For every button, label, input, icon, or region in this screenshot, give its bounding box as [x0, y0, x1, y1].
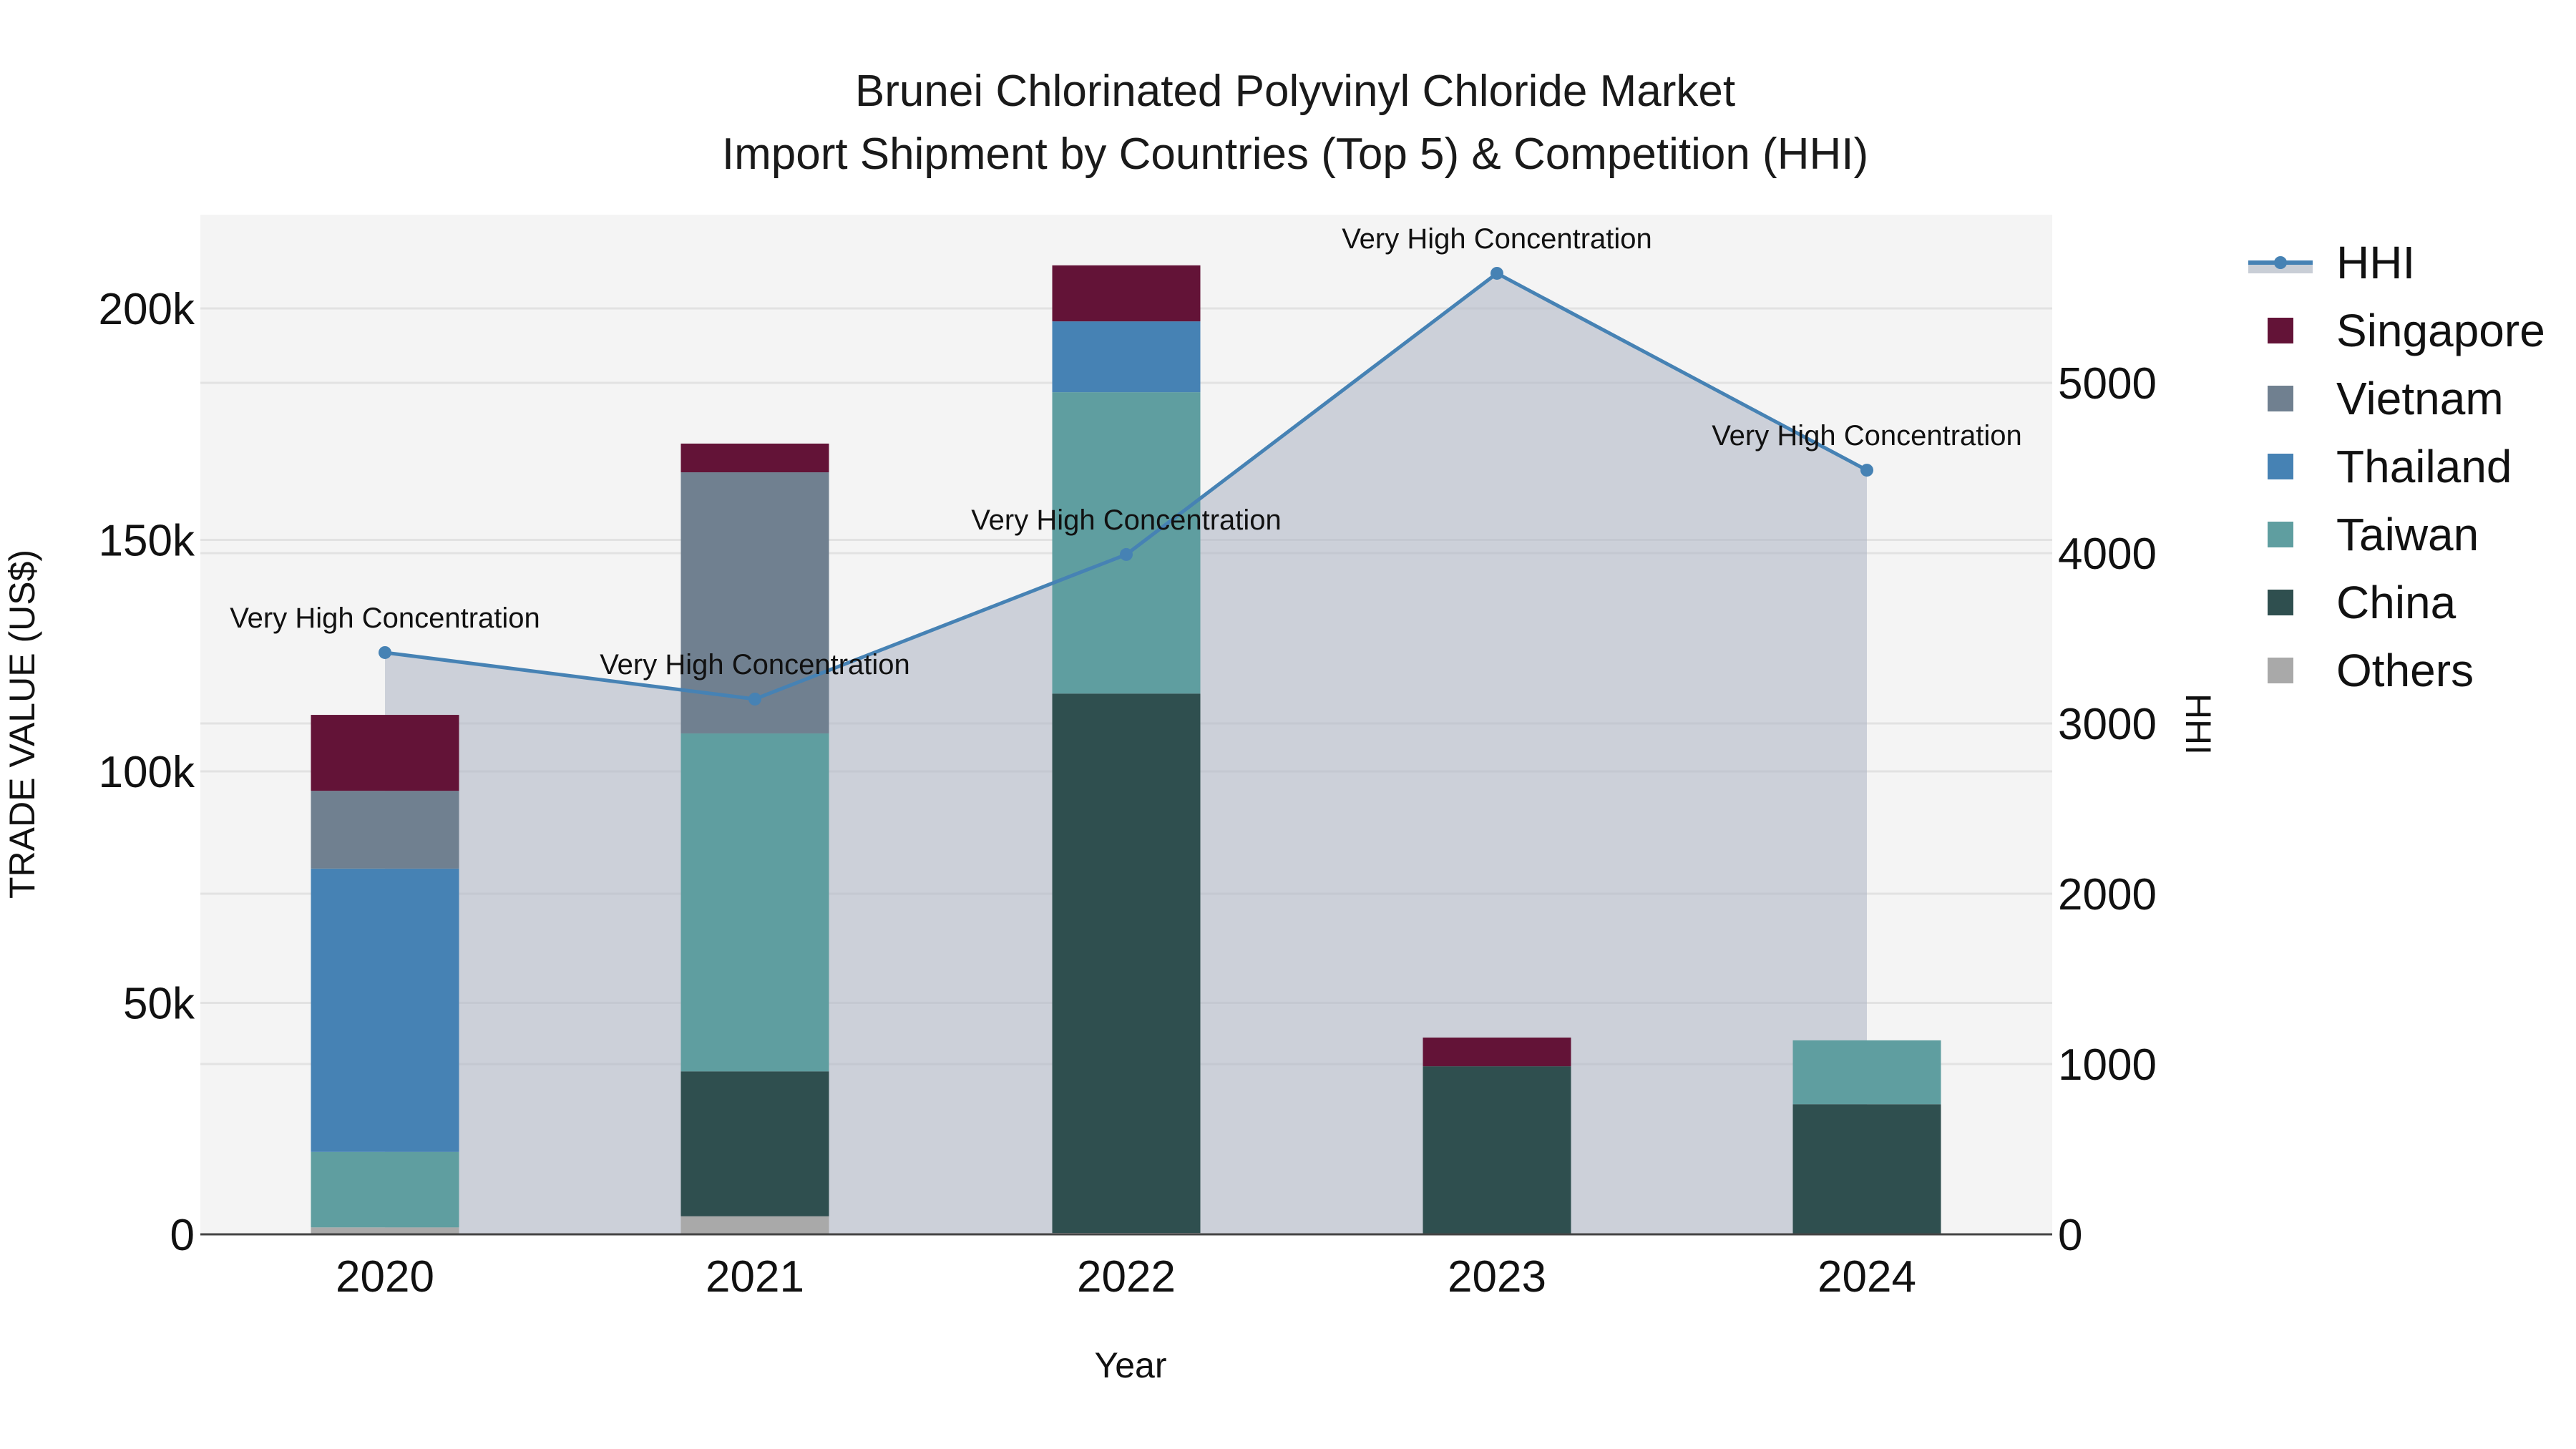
legend-swatch-icon	[2268, 590, 2293, 615]
bar-vietnam-2021[interactable]	[680, 472, 829, 733]
legend-swatch-icon	[2268, 658, 2293, 683]
legend-label: China	[2336, 577, 2457, 628]
legend-item-vietnam[interactable]: Vietnam	[2268, 373, 2504, 424]
bar-thailand-2022[interactable]	[1052, 321, 1201, 393]
bar-singapore-2020[interactable]	[311, 715, 459, 791]
legend-item-hhi[interactable]: HHI	[2248, 237, 2415, 288]
legend-item-singapore[interactable]: Singapore	[2268, 305, 2545, 356]
y-axis-ticks: 0 50k 100k 150k 200k	[99, 285, 195, 1260]
bar-china-2021[interactable]	[680, 1071, 829, 1216]
bar-singapore-2023[interactable]	[1423, 1038, 1571, 1067]
hhi-annotation: Very High Concentration	[971, 504, 1282, 536]
x-tick-label: 2020	[336, 1252, 434, 1302]
bar-singapore-2022[interactable]	[1052, 265, 1201, 322]
chart-subtitle: Import Shipment by Countries (Top 5) & C…	[722, 130, 1868, 179]
bar-taiwan-2024[interactable]	[1792, 1040, 1941, 1105]
legend-item-taiwan[interactable]: Taiwan	[2268, 509, 2479, 560]
x-axis-ticks: 2020 2021 2022 2023 2024	[336, 1252, 1916, 1302]
y-axis-title: TRADE VALUE (US$)	[2, 550, 42, 899]
x-tick-label: 2023	[1448, 1252, 1546, 1302]
legend-swatch-icon	[2268, 318, 2293, 343]
legend-line-icon	[2274, 256, 2287, 269]
x-tick-label: 2021	[706, 1252, 804, 1302]
legend-label: Taiwan	[2336, 509, 2479, 560]
legend-item-china[interactable]: China	[2268, 577, 2457, 628]
hhi-point-2023[interactable]	[1491, 266, 1503, 280]
bars	[311, 265, 1941, 1234]
y2-tick-label: 3000	[2058, 700, 2157, 749]
bar-taiwan-2021[interactable]	[680, 733, 829, 1072]
legend-item-thailand[interactable]: Thailand	[2268, 441, 2512, 492]
hhi-point-2021[interactable]	[748, 692, 761, 706]
x-tick-label: 2024	[1818, 1252, 1916, 1302]
bar-singapore-2021[interactable]	[680, 443, 829, 473]
legend-label: Singapore	[2336, 305, 2545, 356]
bar-china-2024[interactable]	[1792, 1104, 1941, 1234]
hhi-annotations: Very High Concentration Very High Concent…	[230, 223, 2022, 680]
legend-label: Vietnam	[2336, 373, 2504, 424]
hhi-point-2024[interactable]	[1860, 464, 1873, 477]
y2-axis-ticks: 0 1000 2000 3000 4000 5000	[2058, 359, 2157, 1260]
hhi-annotation: Very High Concentration	[1342, 223, 1652, 255]
bar-taiwan-2020[interactable]	[311, 1151, 459, 1228]
y-tick-label: 0	[170, 1211, 195, 1260]
x-axis-title: Year	[1094, 1345, 1166, 1385]
bar-thailand-2020[interactable]	[311, 868, 459, 1152]
chart-title: Brunei Chlorinated Polyvinyl Chloride Ma…	[855, 67, 1735, 116]
y2-axis-title: HHI	[2178, 693, 2218, 755]
hhi-annotation: Very High Concentration	[1712, 420, 2022, 452]
bar-taiwan-2022[interactable]	[1052, 392, 1201, 694]
y-tick-label: 150k	[99, 517, 195, 566]
y2-tick-label: 4000	[2058, 530, 2157, 579]
bar-china-2023[interactable]	[1423, 1066, 1571, 1234]
legend-swatch-icon	[2268, 386, 2293, 411]
legend-label: HHI	[2336, 237, 2415, 288]
legend-swatch-icon	[2268, 454, 2293, 479]
y2-tick-label: 0	[2058, 1211, 2082, 1260]
y2-tick-label: 1000	[2058, 1040, 2157, 1090]
legend-label: Thailand	[2336, 441, 2512, 492]
bar-others-2021[interactable]	[680, 1216, 829, 1234]
hhi-line	[379, 266, 1873, 706]
bar-others-2020[interactable]	[311, 1227, 459, 1234]
hhi-point-2022[interactable]	[1120, 547, 1133, 561]
hhi-annotation: Very High Concentration	[600, 649, 910, 680]
legend-item-others[interactable]: Others	[2268, 645, 2474, 696]
y-tick-label: 100k	[99, 748, 195, 797]
y2-tick-label: 2000	[2058, 870, 2157, 919]
legend-swatch-icon	[2268, 522, 2293, 547]
y-tick-label: 50k	[123, 980, 195, 1029]
y-tick-label: 200k	[99, 285, 195, 334]
legend: HHI Singapore Vietnam Thailand Taiwan China Ot…	[2248, 237, 2545, 696]
hhi-annotation: Very High Concentration	[230, 602, 540, 634]
bar-vietnam-2020[interactable]	[311, 791, 459, 869]
y2-tick-label: 5000	[2058, 359, 2157, 409]
x-tick-label: 2022	[1077, 1252, 1176, 1302]
legend-label: Others	[2336, 645, 2474, 696]
hhi-point-2020[interactable]	[379, 645, 391, 659]
bar-china-2022[interactable]	[1052, 693, 1201, 1234]
